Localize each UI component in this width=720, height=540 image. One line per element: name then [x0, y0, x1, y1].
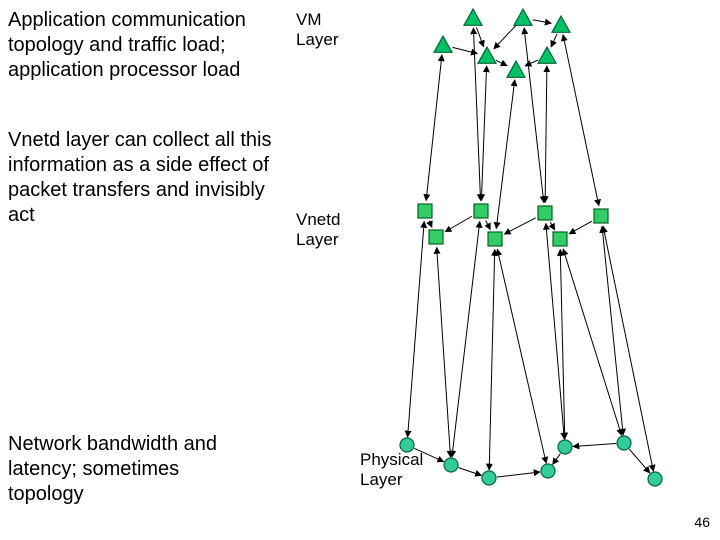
network-layer-diagram — [0, 0, 720, 540]
